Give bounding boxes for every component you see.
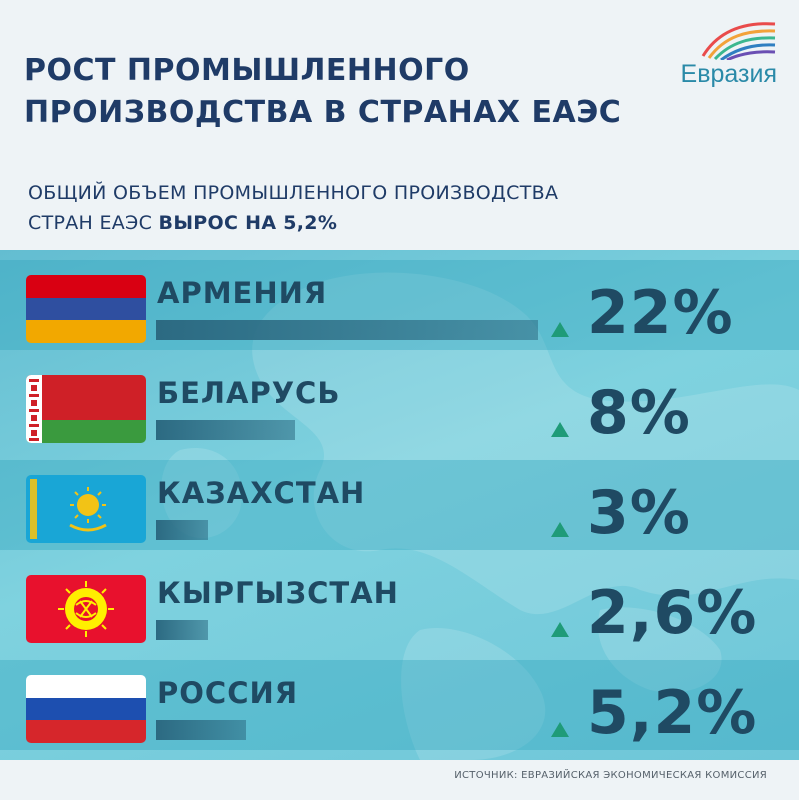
up-arrow-icon [551, 322, 569, 337]
title-line-1: РОСТ ПРОМЫШЛЕННОГО [24, 53, 470, 88]
chart-row: РОССИЯ 5,2% [0, 660, 799, 750]
category-label: РОССИЯ [157, 676, 299, 710]
subtitle-line-2: СТРАН ЕАЭС ВЫРОС НА 5,2% [28, 208, 558, 238]
category-label: КЫРГЫЗСТАН [157, 576, 399, 610]
chart-row: КЫРГЫЗСТАН 2,6% [0, 560, 799, 650]
kyrgyzstan-flag-icon [26, 575, 146, 643]
logo: Евразия [657, 18, 777, 88]
subtitle: ОБЩИЙ ОБЪЕМ ПРОМЫШЛЕННОГО ПРОИЗВОДСТВА С… [28, 178, 558, 238]
bar [156, 520, 209, 540]
value-label: 8% [587, 378, 691, 448]
category-label: КАЗАХСТАН [157, 476, 366, 510]
bar [156, 320, 538, 340]
logo-text: Евразия [680, 60, 777, 88]
world-map-background-icon [161, 272, 799, 760]
russia-flag-icon [26, 675, 146, 743]
chart-row: КАЗАХСТАН 3% [0, 460, 799, 550]
up-arrow-icon [551, 422, 569, 437]
up-arrow-icon [551, 522, 569, 537]
subtitle-line-1: ОБЩИЙ ОБЪЕМ ПРОМЫШЛЕННОГО ПРОИЗВОДСТВА [28, 182, 559, 204]
chart-row: АРМЕНИЯ 22% [0, 260, 799, 350]
armenia-flag-icon [26, 275, 146, 343]
page-title: РОСТ ПРОМЫШЛЕННОГО ПРОИЗВОДСТВА В СТРАНА… [24, 50, 621, 134]
up-arrow-icon [551, 622, 569, 637]
value-label: 2,6% [587, 578, 758, 648]
category-label: БЕЛАРУСЬ [157, 376, 341, 410]
category-label: АРМЕНИЯ [157, 276, 328, 310]
chart-row: БЕЛАРУСЬ 8% [0, 360, 799, 450]
subtitle-line-2-prefix: СТРАН ЕАЭС [28, 212, 159, 234]
subtitle-highlight: ВЫРОС НА 5,2% [158, 212, 338, 234]
value-label: 5,2% [587, 678, 758, 748]
up-arrow-icon [551, 722, 569, 737]
logo-arcs-icon [701, 22, 776, 60]
belarus-flag-icon [26, 375, 146, 443]
value-label: 22% [587, 278, 734, 348]
chart-panel: АРМЕНИЯ 22% БЕЛАРУСЬ 8% КАЗАХСТАН 3% КЫРГЫЗСТА… [0, 250, 799, 760]
bar [156, 720, 247, 740]
bar [156, 620, 208, 640]
kazakhstan-flag-icon [26, 475, 146, 543]
value-label: 3% [587, 478, 691, 548]
source-note: ИСТОЧНИК: ЕВРАЗИЙСКАЯ ЭКОНОМИЧЕСКАЯ КОМИ… [454, 770, 767, 781]
title-line-2: ПРОИЗВОДСТВА В СТРАНАХ ЕАЭС [24, 95, 622, 130]
bar [156, 420, 295, 440]
